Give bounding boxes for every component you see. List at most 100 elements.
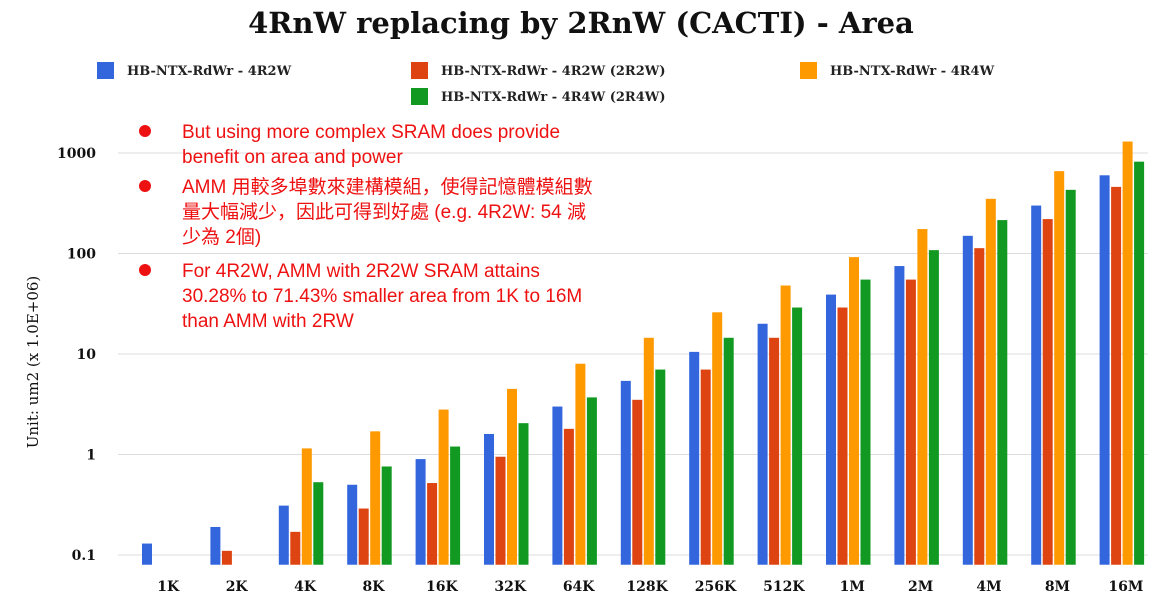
bar-512k-series-2 xyxy=(769,337,780,565)
bar-512k-series-4 xyxy=(792,307,803,565)
bar-16k-series-4 xyxy=(450,446,461,565)
x-tick-label: 256K xyxy=(695,579,737,595)
legend-label: HB-NTX-RdWr - 4R2W xyxy=(127,64,292,79)
y-axis: 0.1 1 10 100 1000 xyxy=(57,146,96,564)
bar-128k-series-3 xyxy=(643,337,654,565)
bar-16m-series-4 xyxy=(1134,161,1145,565)
bar-32k-series-2 xyxy=(495,456,506,565)
bar-16k-series-2 xyxy=(427,483,438,565)
bar-4m-series-2 xyxy=(974,248,985,565)
y-tick-label: 10 xyxy=(77,347,97,363)
bar-64k-series-1 xyxy=(552,406,563,565)
chart-title: 4RnW replacing by 2RnW (CACTI) - Area xyxy=(248,6,914,40)
x-tick-label: 2K xyxy=(226,579,249,595)
bar-4m-series-1 xyxy=(962,235,973,565)
bar-4k-series-1 xyxy=(278,505,289,565)
note-text: AMM 用較多埠數來建構模組，使得記憶體模組數 xyxy=(182,176,593,198)
note-bullet xyxy=(139,180,151,192)
note-text: 少為 2個) xyxy=(182,226,261,248)
bar-32k-series-3 xyxy=(507,388,517,565)
bar-4k-series-2 xyxy=(290,531,301,565)
bar-4m-series-4 xyxy=(997,220,1008,565)
bar-16m-series-2 xyxy=(1111,186,1122,565)
note-text: 30.28% to 71.43% smaller area from 1K to… xyxy=(182,286,582,307)
bar-2m-series-4 xyxy=(928,250,939,565)
bar-1m-series-1 xyxy=(826,294,836,565)
y-tick-label: 100 xyxy=(67,247,96,263)
bar-64k-series-3 xyxy=(575,363,586,565)
x-tick-label: 512K xyxy=(763,579,805,595)
bar-4k-series-3 xyxy=(301,448,312,565)
bar-512k-series-3 xyxy=(780,285,791,565)
note-text: than AMM with 2RW xyxy=(182,311,354,332)
bar-16k-series-1 xyxy=(415,459,426,565)
bar-4m-series-3 xyxy=(985,198,996,565)
bar-16m-series-1 xyxy=(1099,175,1110,565)
note-text: For 4R2W, AMM with 2R2W SRAM attains xyxy=(182,261,540,282)
bar-64k-series-2 xyxy=(563,428,574,565)
bar-2k-series-1 xyxy=(210,526,221,565)
bar-8k-series-3 xyxy=(370,431,381,565)
x-tick-label: 4K xyxy=(294,579,317,595)
bar-4k-series-4 xyxy=(313,482,324,565)
bar-256k-series-1 xyxy=(689,351,700,565)
legend-label: HB-NTX-RdWr - 4R4W (2R4W) xyxy=(441,90,666,105)
bar-256k-series-2 xyxy=(700,369,711,565)
bar-16k-series-3 xyxy=(438,409,449,565)
bar-64k-series-4 xyxy=(586,397,597,565)
bar-256k-series-3 xyxy=(712,312,723,565)
x-tick-label: 1K xyxy=(157,579,180,595)
bar-8m-series-3 xyxy=(1054,171,1065,565)
bar-512k-series-1 xyxy=(757,323,768,565)
legend-label: HB-NTX-RdWr - 4R4W xyxy=(830,64,995,79)
bar-2m-series-1 xyxy=(894,266,905,565)
x-tick-label: 8K xyxy=(362,579,385,595)
x-axis: 1K 2K 4K 8K 16K 32K 64K 128K 256K 512K 1M 2M 4M 8M 16M xyxy=(157,579,1143,595)
x-tick-label: 8M xyxy=(1045,579,1070,595)
legend-swatch xyxy=(411,88,428,105)
bar-8m-series-4 xyxy=(1065,189,1076,565)
note-text: But using more complex SRAM does provide xyxy=(182,122,560,143)
x-tick-label: 16M xyxy=(1108,579,1143,595)
y-tick-label: 1000 xyxy=(57,146,96,162)
bar-2k-series-2 xyxy=(221,550,232,565)
bar-256k-series-4 xyxy=(723,337,734,565)
bar-1m-series-3 xyxy=(849,257,859,565)
bar-32k-series-1 xyxy=(484,433,494,565)
legend-swatch xyxy=(411,62,428,79)
bar-8k-series-1 xyxy=(347,484,358,565)
x-tick-label: 64K xyxy=(563,579,595,595)
bar-128k-series-4 xyxy=(655,369,666,565)
bar-1m-series-4 xyxy=(860,279,871,565)
bar-8m-series-1 xyxy=(1031,205,1042,565)
legend-swatch xyxy=(97,62,114,79)
bar-16m-series-3 xyxy=(1122,141,1133,565)
bar-128k-series-2 xyxy=(632,399,643,565)
bar-8k-series-4 xyxy=(381,466,392,565)
bar-1k-series-1 xyxy=(142,543,152,565)
note-bullet xyxy=(139,264,151,276)
bar-8k-series-2 xyxy=(358,508,369,565)
bars xyxy=(142,141,1145,565)
legend-swatch xyxy=(800,62,817,79)
y-axis-label: Unit: um2 (x 1.0E+06) xyxy=(24,276,42,449)
annotation-notes: But using more complex SRAM does provide… xyxy=(139,122,593,332)
x-tick-label: 16K xyxy=(426,579,458,595)
bar-2m-series-3 xyxy=(917,229,928,565)
x-tick-label: 2M xyxy=(908,579,933,595)
bar-8m-series-2 xyxy=(1042,219,1053,565)
x-tick-label: 4M xyxy=(976,579,1001,595)
y-tick-label: 0.1 xyxy=(72,548,96,564)
bar-1m-series-2 xyxy=(837,307,848,565)
bar-32k-series-4 xyxy=(518,423,529,565)
bar-2m-series-2 xyxy=(905,279,916,565)
bar-128k-series-1 xyxy=(620,380,631,565)
x-tick-label: 32K xyxy=(494,579,526,595)
note-text: benefit on area and power xyxy=(182,147,403,168)
x-tick-label: 128K xyxy=(626,579,668,595)
x-tick-label: 1M xyxy=(840,579,865,595)
legend-label: HB-NTX-RdWr - 4R2W (2R2W) xyxy=(441,64,666,79)
note-text: 量大幅減少，因此可得到好處 (e.g. 4R2W: 54 減 xyxy=(182,201,586,223)
note-bullet xyxy=(139,125,151,137)
